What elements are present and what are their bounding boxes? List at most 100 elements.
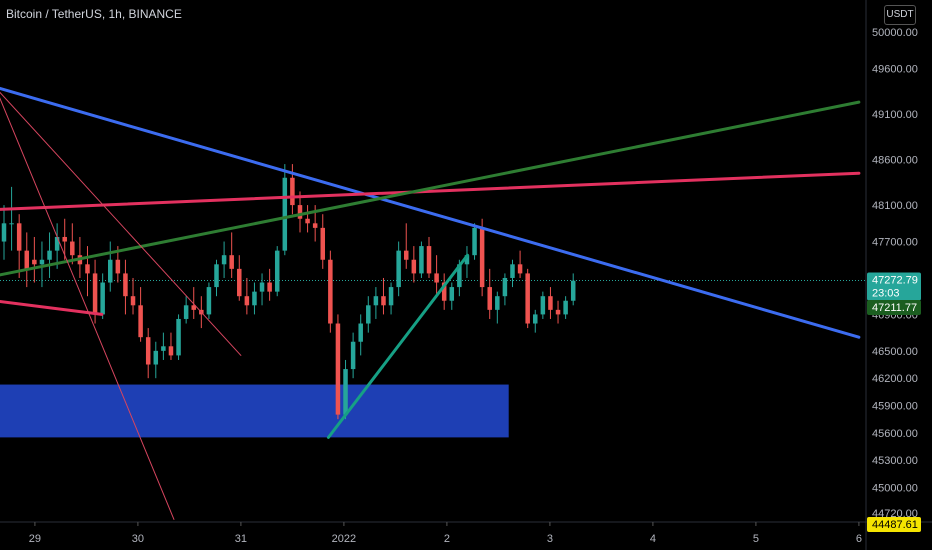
x-tick-label: 4: [650, 533, 656, 545]
y-tick-label: 45600.00: [872, 428, 918, 440]
price-label: 47272.79: [872, 274, 918, 286]
candle-body: [388, 287, 394, 306]
y-tick-label: 46500.00: [872, 346, 918, 358]
candle-body: [244, 296, 250, 306]
y-tick-label: 48100.00: [872, 200, 918, 212]
y-tick-label: 49600.00: [872, 63, 918, 75]
candle-body: [335, 323, 341, 415]
candle-body: [267, 282, 272, 292]
y-tick-label: 45000.00: [872, 483, 918, 495]
candle-body: [16, 223, 22, 251]
trendline-teal-trend: [326, 253, 469, 439]
candle-body: [237, 268, 242, 297]
candle-body: [328, 259, 333, 324]
candle-body: [305, 218, 310, 224]
candle-body: [510, 264, 515, 278]
trendline-thin-red-1: [0, 91, 242, 356]
candle-body: [441, 282, 447, 301]
y-tick-label: 45900.00: [872, 401, 918, 413]
candle-body: [115, 259, 121, 274]
candle-body: [495, 296, 500, 310]
candle-body: [555, 309, 561, 315]
candle-body: [130, 296, 136, 306]
candle-body: [138, 305, 143, 338]
candle-body: [403, 250, 409, 260]
candle-body: [70, 241, 75, 256]
candle-body: [533, 314, 538, 324]
x-tick-label: 30: [132, 533, 144, 545]
candle-body: [161, 346, 166, 351]
candle-body: [1, 223, 7, 242]
x-tick-label: 29: [29, 533, 41, 545]
candle-body: [563, 300, 568, 315]
price-label-countdown: 23:03: [872, 287, 900, 299]
candle-body: [168, 346, 174, 356]
trendline-red-support: [0, 300, 104, 316]
candle-body: [350, 341, 356, 370]
candle-body: [24, 250, 30, 269]
candle-body: [540, 296, 546, 315]
x-tick-label: 31: [235, 533, 247, 545]
price-label-bg: [867, 517, 921, 532]
candle-body: [100, 282, 105, 315]
candle-body: [373, 296, 379, 306]
candle-body: [381, 296, 386, 306]
demand-zone: [0, 384, 509, 438]
candle-body: [297, 205, 303, 219]
candle-body: [108, 259, 113, 283]
candle-body: [32, 259, 37, 265]
candle-body: [411, 259, 417, 274]
candle-body: [39, 259, 45, 265]
y-tick-label: 49100.00: [872, 109, 918, 121]
price-label: 44487.61: [872, 519, 918, 531]
candle-body: [366, 305, 371, 324]
candle-body: [426, 246, 432, 274]
candle-body: [54, 236, 60, 251]
candle-body: [449, 287, 455, 301]
currency-button[interactable]: USDT: [884, 5, 916, 25]
candle-body: [229, 255, 234, 269]
candle-body: [320, 227, 326, 260]
price-label-bg: [867, 300, 921, 316]
y-tick-label: 45300.00: [872, 455, 918, 467]
candle-body: [502, 277, 508, 297]
candle-body: [47, 250, 52, 260]
candle-body: [206, 287, 212, 315]
price-label: 47211.77: [872, 302, 917, 314]
trendline-blue-trend: [0, 86, 861, 339]
candle-body: [62, 236, 67, 242]
candle-body: [358, 323, 363, 342]
candle-body: [221, 255, 227, 265]
candle-body: [464, 255, 470, 265]
x-tick-label: 6: [856, 533, 862, 545]
candle-body: [419, 246, 424, 274]
trendline-thin-red-2: [0, 97, 175, 520]
y-tick-label: 47700.00: [872, 237, 918, 249]
candle-body: [457, 264, 462, 288]
candle-body: [191, 305, 196, 310]
candle-body: [396, 250, 401, 288]
candle-body: [525, 273, 530, 324]
plot-area: [0, 86, 866, 520]
y-tick-label: 48600.00: [872, 155, 918, 167]
candle-body: [290, 177, 295, 206]
candle-body: [92, 273, 98, 315]
x-tick-label: 3: [547, 533, 553, 545]
y-tick-label: 46200.00: [872, 373, 918, 385]
candle-body: [487, 287, 492, 310]
trendline-green-trend: [0, 100, 861, 277]
candle-body: [517, 264, 523, 274]
x-tick-label: 5: [753, 533, 759, 545]
candle-body: [9, 223, 14, 225]
candle-body: [570, 280, 576, 301]
candle-body: [343, 369, 348, 415]
candle-body: [153, 350, 159, 365]
candle-body: [123, 273, 128, 297]
trendline-red-trend: [0, 171, 861, 211]
candle-body: [183, 305, 189, 319]
candle-body: [282, 177, 288, 251]
x-tick-label: 2: [444, 533, 450, 545]
candle-body: [259, 282, 265, 292]
